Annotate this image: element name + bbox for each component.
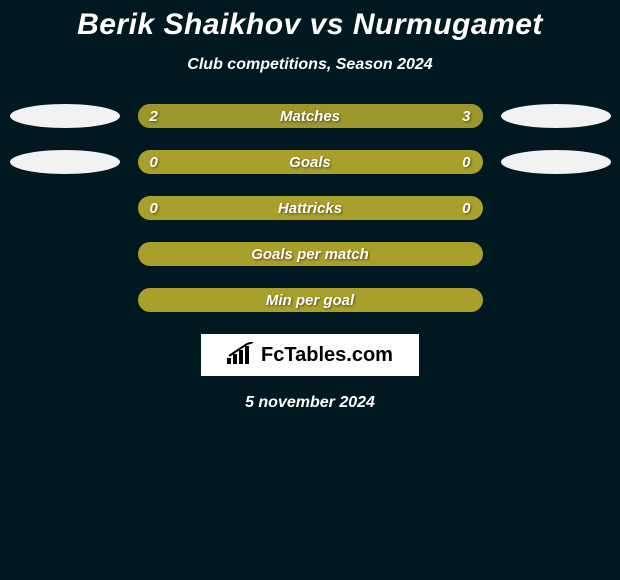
stat-row: Goals0 0 <box>0 150 620 174</box>
stat-value-left: 0 <box>150 150 158 174</box>
stat-bar: Goals per match <box>138 242 483 266</box>
subtitle: Club competitions, Season 2024 <box>0 56 620 74</box>
page-title: Berik Shaikhov vs Nurmugamet <box>0 8 620 42</box>
stat-row: Matches2 3 <box>0 104 620 128</box>
stat-bar: Matches2 3 <box>138 104 483 128</box>
stat-label: Hattricks <box>138 196 483 220</box>
stat-value-left: 2 <box>150 104 158 128</box>
stat-label: Goals per match <box>138 242 483 266</box>
stat-row: Min per goal <box>0 288 620 312</box>
player1-name: Berik Shaikhov <box>77 8 301 41</box>
player2-name: Nurmugamet <box>353 8 543 41</box>
vs-text: vs <box>310 8 344 41</box>
stat-label: Matches <box>138 104 483 128</box>
stat-row: Hattricks0 0 <box>0 196 620 220</box>
footer-date: 5 november 2024 <box>0 394 620 412</box>
logo-text: FcTables.com <box>261 344 393 367</box>
player2-ellipse <box>501 150 611 174</box>
comparison-infographic: Berik Shaikhov vs Nurmugamet Club compet… <box>0 0 620 412</box>
stats-rows: Matches23Goals00Hattricks00Goals per mat… <box>0 104 620 312</box>
player1-ellipse <box>10 104 120 128</box>
stat-bar: Goals0 0 <box>138 150 483 174</box>
stat-value-right: 0 <box>462 196 470 220</box>
player2-ellipse <box>501 104 611 128</box>
logo-box: FcTables.com <box>201 334 419 376</box>
stat-label: Min per goal <box>138 288 483 312</box>
stat-value-left: 0 <box>150 196 158 220</box>
stat-value-right: 0 <box>462 150 470 174</box>
stat-row: Goals per match <box>0 242 620 266</box>
stat-bar: Hattricks0 0 <box>138 196 483 220</box>
logo-chart-icon <box>227 342 255 369</box>
stat-value-right: 3 <box>462 104 470 128</box>
stat-label: Goals <box>138 150 483 174</box>
player1-ellipse <box>10 150 120 174</box>
stat-bar: Min per goal <box>138 288 483 312</box>
